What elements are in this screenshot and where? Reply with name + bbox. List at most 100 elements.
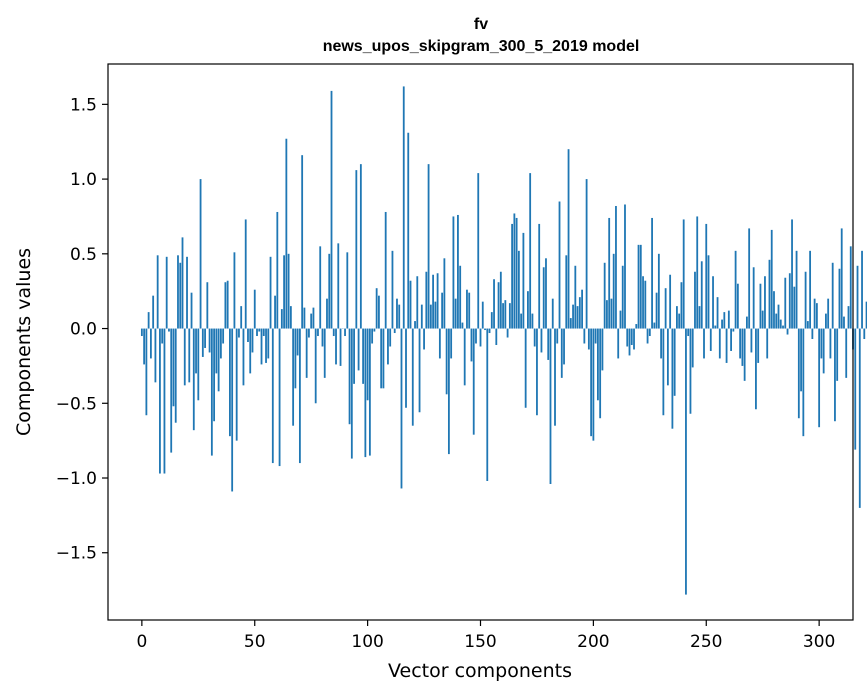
bar <box>457 214 459 329</box>
bar <box>572 304 574 329</box>
bar <box>608 217 611 329</box>
bar <box>271 328 274 464</box>
bar <box>624 204 626 329</box>
bar <box>470 328 473 362</box>
bar <box>626 328 629 347</box>
bar <box>517 250 520 329</box>
bar <box>310 313 313 329</box>
bar <box>788 273 791 329</box>
bar <box>524 328 527 408</box>
bar <box>529 173 532 329</box>
bar <box>549 328 552 484</box>
bar <box>854 328 857 450</box>
bar <box>712 276 714 329</box>
bar <box>445 328 448 395</box>
bar <box>231 328 234 492</box>
x-axis-ticks: 0 50 100 150 200 250 300 <box>136 620 835 652</box>
bar <box>400 328 403 489</box>
bar <box>323 328 326 378</box>
bar <box>542 267 545 329</box>
bar <box>328 253 331 329</box>
bar <box>387 328 389 365</box>
bar <box>459 265 462 329</box>
bar <box>411 328 414 426</box>
bar <box>630 328 633 345</box>
bar <box>666 328 669 386</box>
bar <box>238 328 240 338</box>
bar <box>357 328 360 371</box>
y-tick-label: 0.5 <box>70 245 97 265</box>
bar <box>262 328 265 337</box>
bar <box>305 328 308 378</box>
bar <box>822 328 825 374</box>
bar <box>186 256 188 329</box>
bar <box>551 298 554 329</box>
bar <box>466 289 468 329</box>
bar <box>601 328 604 371</box>
bar <box>339 328 342 366</box>
bar <box>558 201 561 329</box>
bar <box>662 328 665 416</box>
bar <box>213 328 216 422</box>
bar <box>405 328 407 408</box>
bar <box>655 292 658 329</box>
bar <box>172 328 175 407</box>
bar <box>477 173 480 329</box>
bar <box>350 328 353 459</box>
bar <box>380 328 383 389</box>
bar <box>242 328 245 386</box>
bar <box>468 292 471 329</box>
bar <box>815 303 818 329</box>
bar <box>371 328 374 344</box>
bar <box>418 328 421 413</box>
bar <box>511 223 514 329</box>
bar <box>362 328 365 384</box>
bar <box>165 256 168 329</box>
bar <box>581 289 583 329</box>
bar <box>777 304 780 329</box>
bar <box>592 328 595 441</box>
bar <box>736 283 739 329</box>
bar <box>770 229 773 329</box>
bar <box>177 255 179 329</box>
bar <box>499 271 502 329</box>
bar <box>639 244 642 329</box>
bar <box>183 328 186 386</box>
bar <box>287 253 290 329</box>
bar <box>764 276 766 329</box>
bar <box>721 319 723 329</box>
chart-subtitle: news_upos_skipgram_300_5_2019 model <box>323 38 640 55</box>
bar <box>845 328 848 378</box>
bar <box>847 306 850 329</box>
bar <box>714 325 717 329</box>
bar <box>292 328 295 426</box>
bar <box>554 328 556 426</box>
bar <box>590 328 593 437</box>
bar <box>276 211 279 329</box>
x-tick-label: 50 <box>244 632 266 652</box>
bar <box>235 328 238 441</box>
bar <box>617 328 620 359</box>
bar <box>811 328 814 340</box>
x-axis-label: Vector components <box>388 660 572 682</box>
bar <box>396 298 398 329</box>
bar <box>497 282 500 329</box>
bar <box>615 205 617 329</box>
bar <box>856 265 859 329</box>
bar <box>784 277 787 329</box>
bar <box>727 310 730 329</box>
bar <box>685 328 687 595</box>
bar <box>156 255 159 329</box>
bar <box>849 246 852 329</box>
bar <box>651 217 653 329</box>
bar <box>793 286 796 329</box>
bar <box>317 328 319 337</box>
bar <box>163 328 166 474</box>
bar <box>750 328 753 353</box>
bar <box>312 307 315 329</box>
bar <box>152 295 155 329</box>
bar <box>414 321 416 329</box>
bar <box>732 328 735 332</box>
bar <box>755 328 757 410</box>
bar <box>219 328 222 359</box>
